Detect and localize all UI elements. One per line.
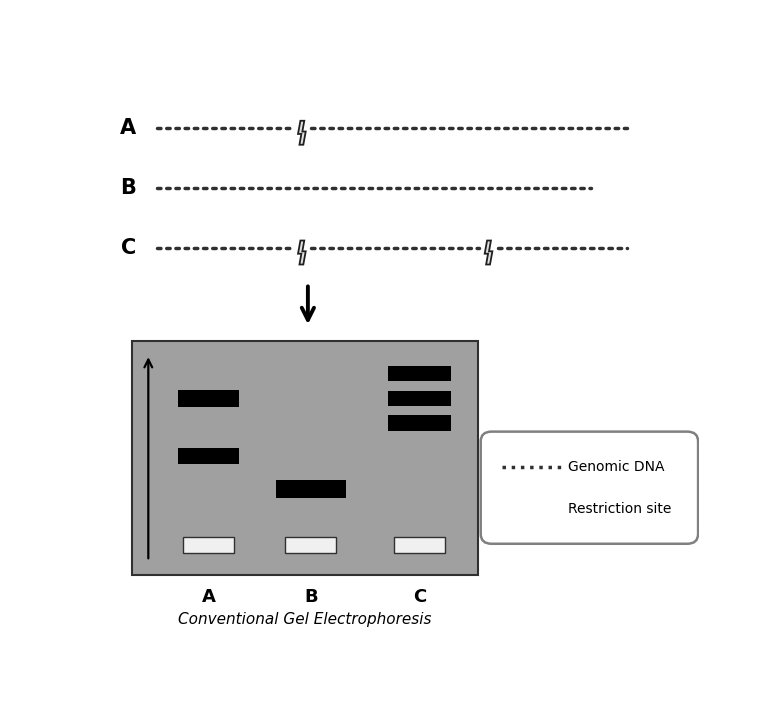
Bar — [388, 391, 451, 406]
Bar — [132, 341, 479, 575]
Polygon shape — [298, 121, 305, 145]
FancyBboxPatch shape — [481, 431, 698, 544]
Bar — [183, 537, 234, 553]
Bar — [285, 537, 336, 553]
Bar — [388, 416, 451, 431]
Bar — [388, 366, 451, 381]
Polygon shape — [485, 240, 493, 264]
Text: C: C — [121, 238, 136, 258]
Text: Genomic DNA: Genomic DNA — [568, 460, 664, 474]
Text: B: B — [304, 588, 318, 607]
Text: A: A — [201, 588, 215, 607]
Text: C: C — [413, 588, 426, 607]
Text: Restriction site: Restriction site — [568, 502, 671, 516]
Polygon shape — [521, 501, 528, 522]
Polygon shape — [298, 240, 305, 264]
Text: Conventional Gel Electrophoresis: Conventional Gel Electrophoresis — [179, 612, 432, 627]
Bar — [179, 390, 239, 407]
Text: B: B — [120, 178, 136, 198]
Bar — [277, 480, 346, 498]
Bar — [179, 448, 239, 464]
Bar — [394, 537, 445, 553]
Text: A: A — [120, 118, 136, 139]
